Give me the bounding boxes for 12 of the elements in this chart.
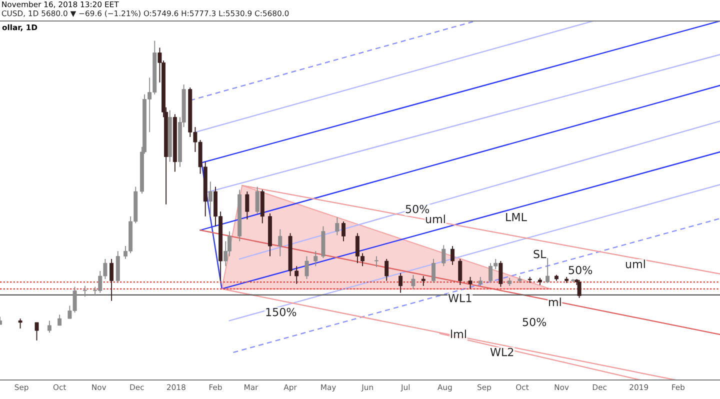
annotation: lml bbox=[451, 330, 466, 338]
annotation: uml bbox=[626, 260, 645, 268]
annotation: 150% bbox=[266, 308, 296, 316]
annotation: ml bbox=[549, 298, 561, 306]
text: WL2 bbox=[490, 348, 514, 356]
annotation: uml bbox=[426, 214, 445, 224]
annotation: SL bbox=[534, 250, 546, 258]
annotation: 50% bbox=[568, 266, 592, 274]
annotation: 50% bbox=[406, 204, 430, 214]
annotation: 50% bbox=[522, 318, 546, 326]
annotation: WL1 bbox=[448, 294, 472, 302]
annotation: LML bbox=[506, 212, 527, 222]
